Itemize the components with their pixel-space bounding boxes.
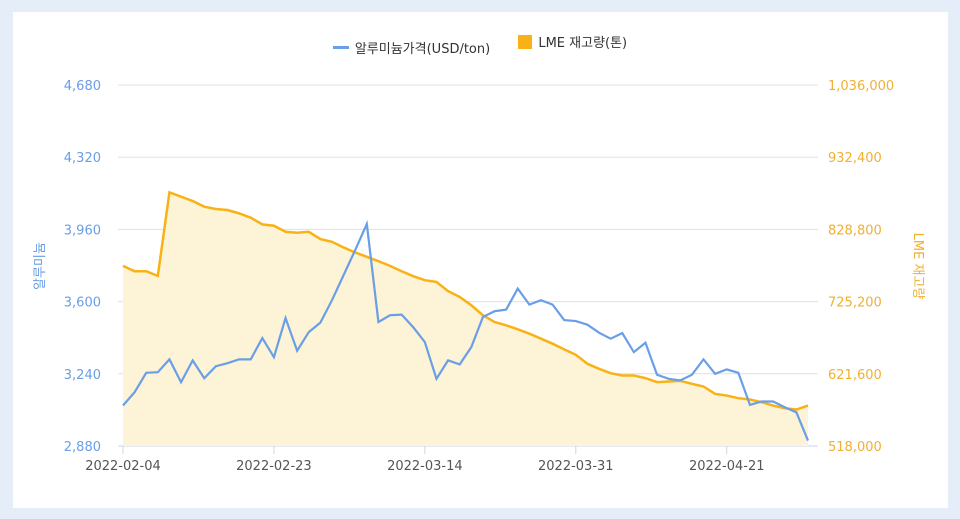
x-tick-label: 2022-03-31 xyxy=(538,459,614,474)
x-tick-label: 2022-04-21 xyxy=(689,459,765,474)
y-right-tick-label: 1,036,000 xyxy=(828,79,894,94)
legend-item-price[interactable]: 알루미늄가격(USD/ton) xyxy=(332,38,491,57)
y-left-tick-label: 4,320 xyxy=(64,151,101,166)
y-left-tick-label: 3,960 xyxy=(64,223,101,238)
x-tick-label: 2022-03-14 xyxy=(387,459,463,474)
y-right-tick-label: 828,800 xyxy=(828,223,882,238)
price-line xyxy=(122,219,810,442)
y-left-tick-label: 3,240 xyxy=(64,368,101,383)
y-right-tick-label: 518,000 xyxy=(828,440,882,455)
x-tick-label: 2022-02-04 xyxy=(85,459,161,474)
y-left-tick-label: 3,600 xyxy=(64,296,101,311)
y-left-axis-title: 알루미늄 xyxy=(33,242,48,290)
legend-line-swatch xyxy=(332,45,349,49)
y-left-tick-label: 2,880 xyxy=(64,440,101,455)
legend-item-inventory[interactable]: LME 재고량(톤) xyxy=(518,32,627,51)
y-left-tick-label: 4,680 xyxy=(64,79,101,94)
legend-label-price: 알루미늄가격(USD/ton) xyxy=(354,41,491,57)
x-tick-label: 2022-02-23 xyxy=(236,459,312,474)
legend: 알루미늄가격(USD/ton) LME 재고량(톤) xyxy=(0,32,960,57)
inventory-line xyxy=(122,190,809,411)
legend-box-swatch xyxy=(518,34,533,49)
y-right-tick-label: 621,600 xyxy=(828,368,882,383)
inventory-area xyxy=(123,192,808,446)
legend-label-inventory: LME 재고량(톤) xyxy=(538,36,628,51)
y-right-tick-label: 725,200 xyxy=(828,296,882,311)
y-right-tick-label: 932,400 xyxy=(828,151,882,166)
y-right-axis-title: LME 재고량 xyxy=(910,233,925,300)
